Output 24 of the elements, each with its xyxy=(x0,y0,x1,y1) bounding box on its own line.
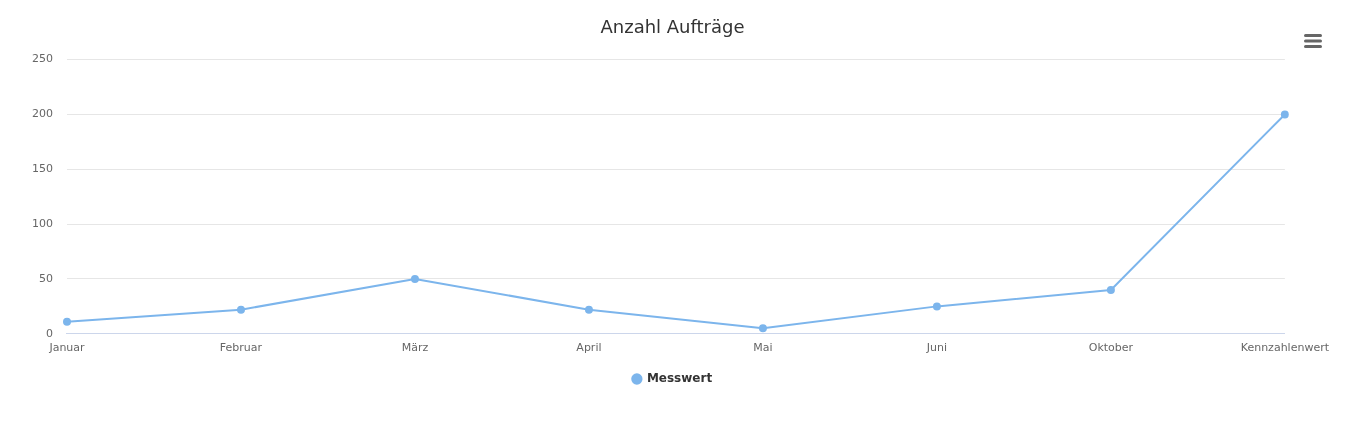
point xyxy=(932,302,941,311)
legend-label: Messwert xyxy=(646,371,713,386)
y-tick-label: 50 xyxy=(39,271,53,285)
x-tick-label: März xyxy=(401,341,429,355)
point xyxy=(236,305,245,314)
x-tick-label: Oktober xyxy=(1088,341,1134,355)
point xyxy=(1280,110,1289,119)
x-tick-label: Februar xyxy=(219,341,263,355)
y-tick-label: 150 xyxy=(32,162,53,176)
point xyxy=(63,317,71,326)
y-tick-label: 0 xyxy=(46,326,53,340)
y-tick-label: 100 xyxy=(32,216,53,230)
y-tick-label: 200 xyxy=(32,107,53,121)
x-tick-label: April xyxy=(576,341,602,355)
point xyxy=(758,324,767,333)
y-tick-label: 250 xyxy=(32,52,53,66)
x-tick-label: Juni xyxy=(925,341,948,355)
point xyxy=(410,274,419,283)
chart-title: Anzahl Aufträge xyxy=(600,16,745,38)
point xyxy=(1106,285,1115,294)
x-tick-label: Mai xyxy=(753,341,773,355)
x-tick-label: Kennzahlenwert xyxy=(1240,341,1330,355)
x-tick-label: Januar xyxy=(48,341,86,355)
point xyxy=(584,305,593,314)
